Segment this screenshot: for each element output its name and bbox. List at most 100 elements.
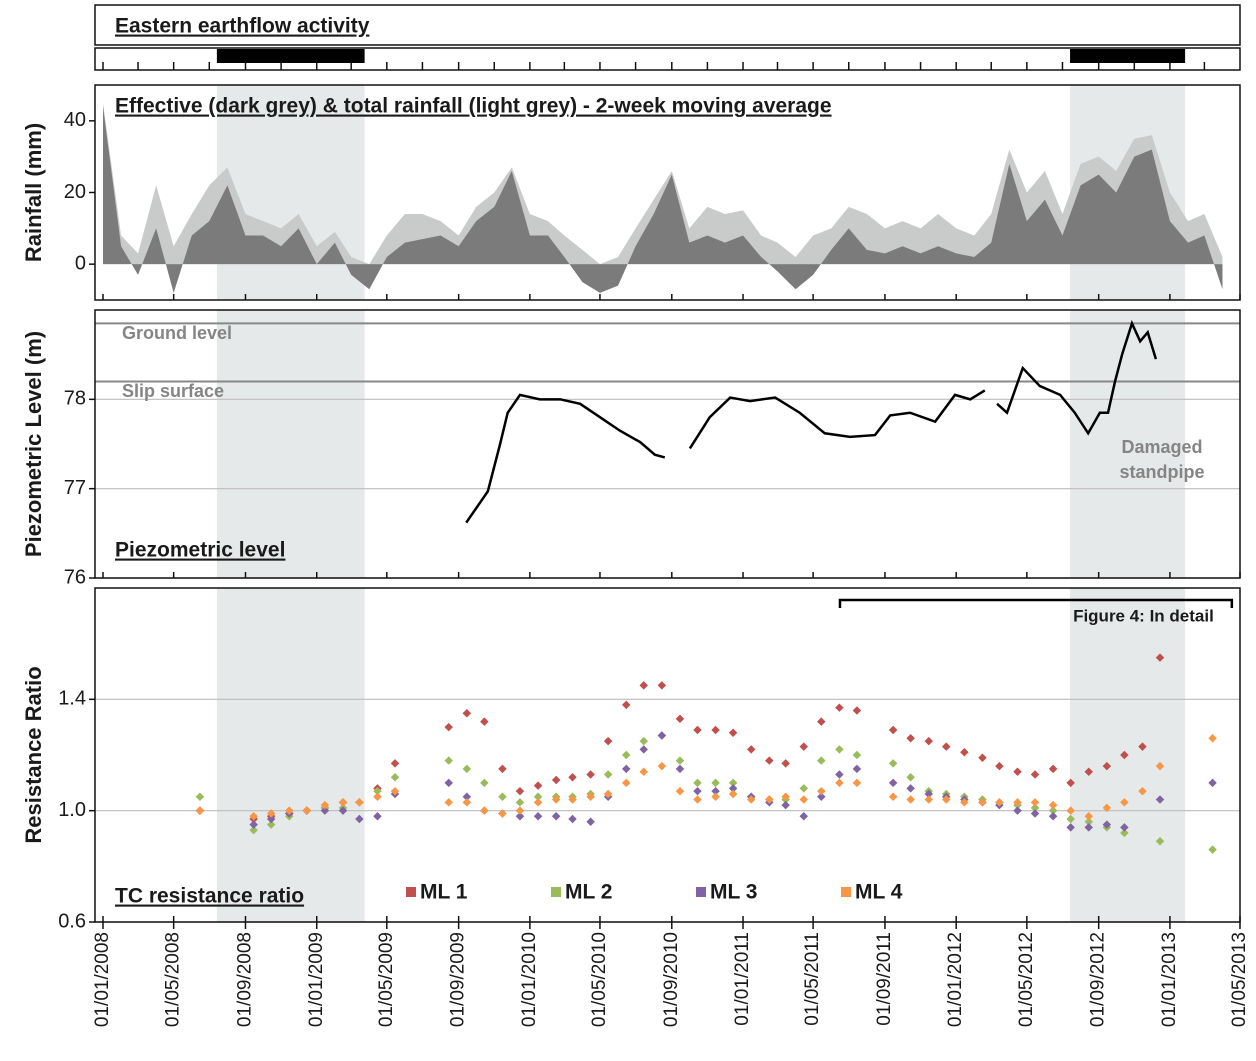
data-point	[1066, 778, 1075, 788]
data-point	[960, 747, 969, 757]
data-point	[799, 811, 809, 821]
rainfall-area	[103, 102, 1223, 265]
x-tick-label: 01/09/2011	[874, 932, 895, 1026]
data-point	[568, 814, 577, 824]
legend-label: ML 3	[710, 881, 757, 904]
data-point	[1030, 770, 1040, 779]
data-point	[852, 706, 862, 715]
data-point	[1102, 761, 1112, 771]
data-point	[1155, 653, 1165, 662]
data-point	[1030, 809, 1040, 818]
data-point	[338, 806, 348, 815]
data-point	[266, 820, 276, 829]
data-point	[1102, 820, 1112, 829]
data-point	[1084, 823, 1093, 832]
data-point	[533, 792, 543, 801]
x-tick-label: 01/01/2011	[732, 932, 753, 1026]
data-point	[568, 773, 577, 782]
x-tick-label: 01/05/2012	[1016, 932, 1037, 1027]
data-point	[533, 811, 543, 821]
data-point	[444, 756, 453, 765]
y-tick-label: 1.0	[58, 799, 86, 821]
data-point	[1138, 786, 1147, 796]
data-point	[693, 725, 702, 735]
data-point	[817, 756, 826, 765]
data-point	[462, 709, 472, 718]
data-point	[995, 798, 1004, 807]
data-point	[1013, 798, 1022, 807]
annotation: standpipe	[1119, 462, 1204, 482]
data-point	[799, 742, 809, 751]
data-point	[568, 795, 577, 804]
legend-label: ML 2	[565, 881, 612, 904]
data-point	[603, 736, 613, 746]
activity-shade	[1070, 310, 1186, 578]
data-point	[621, 764, 631, 774]
data-point	[621, 700, 631, 710]
data-point	[888, 725, 898, 735]
data-point	[515, 798, 525, 807]
data-point	[693, 795, 702, 804]
data-point	[338, 798, 348, 807]
data-point	[906, 734, 915, 743]
data-point	[586, 770, 595, 779]
data-point	[551, 811, 561, 821]
data-point	[711, 725, 720, 735]
data-point	[355, 814, 364, 824]
data-point	[1048, 800, 1058, 810]
x-tick-label: 01/01/2009	[306, 932, 327, 1027]
activity-shade	[216, 588, 365, 922]
data-point	[515, 786, 525, 796]
data-point	[728, 784, 738, 793]
data-point	[1048, 811, 1058, 821]
data-point	[711, 786, 720, 796]
data-point	[603, 789, 613, 799]
legend-label: ML 4	[855, 881, 903, 904]
data-point	[1155, 795, 1165, 804]
reference-label: Ground level	[122, 323, 232, 343]
annotation: Damaged	[1121, 437, 1202, 457]
panel-frame	[94, 309, 1241, 579]
data-point	[603, 770, 613, 779]
data-point	[817, 786, 826, 796]
y-axis-label: Rainfall (mm)	[21, 123, 46, 262]
data-point	[498, 764, 507, 774]
data-point	[498, 792, 507, 801]
data-point	[746, 745, 756, 754]
legend-swatch	[696, 887, 706, 897]
data-point	[942, 742, 951, 751]
data-point	[1120, 828, 1129, 838]
data-point	[675, 786, 685, 796]
title-box	[94, 4, 1241, 46]
data-point	[390, 786, 400, 796]
y-tick-label: 20	[64, 181, 86, 203]
data-point	[1084, 767, 1093, 776]
data-point	[1030, 798, 1040, 807]
data-point	[1208, 845, 1217, 854]
data-point	[711, 792, 720, 801]
piezometric-line	[465, 319, 1158, 524]
data-point	[888, 759, 898, 768]
data-point	[639, 681, 649, 690]
data-point	[462, 764, 472, 774]
x-tick-label: 01/09/2010	[661, 932, 682, 1027]
x-tick-label: 01/09/2012	[1088, 932, 1109, 1027]
data-point	[1013, 767, 1022, 776]
data-point	[1084, 817, 1093, 827]
data-point	[266, 814, 276, 824]
data-point	[444, 722, 453, 732]
y-tick-label: 40	[64, 109, 86, 131]
data-point	[1030, 803, 1040, 813]
x-tick-label: 01/09/2009	[448, 932, 469, 1027]
data-point	[1084, 811, 1093, 821]
data-point	[373, 792, 382, 801]
data-point	[888, 792, 898, 801]
data-point	[195, 806, 205, 815]
data-point	[639, 736, 649, 746]
data-point	[480, 806, 489, 815]
data-point	[1048, 764, 1058, 774]
y-tick-label: 0	[75, 252, 86, 274]
x-tick-label: 01/01/2012	[945, 932, 966, 1027]
data-point	[765, 795, 774, 804]
data-point	[586, 817, 595, 827]
